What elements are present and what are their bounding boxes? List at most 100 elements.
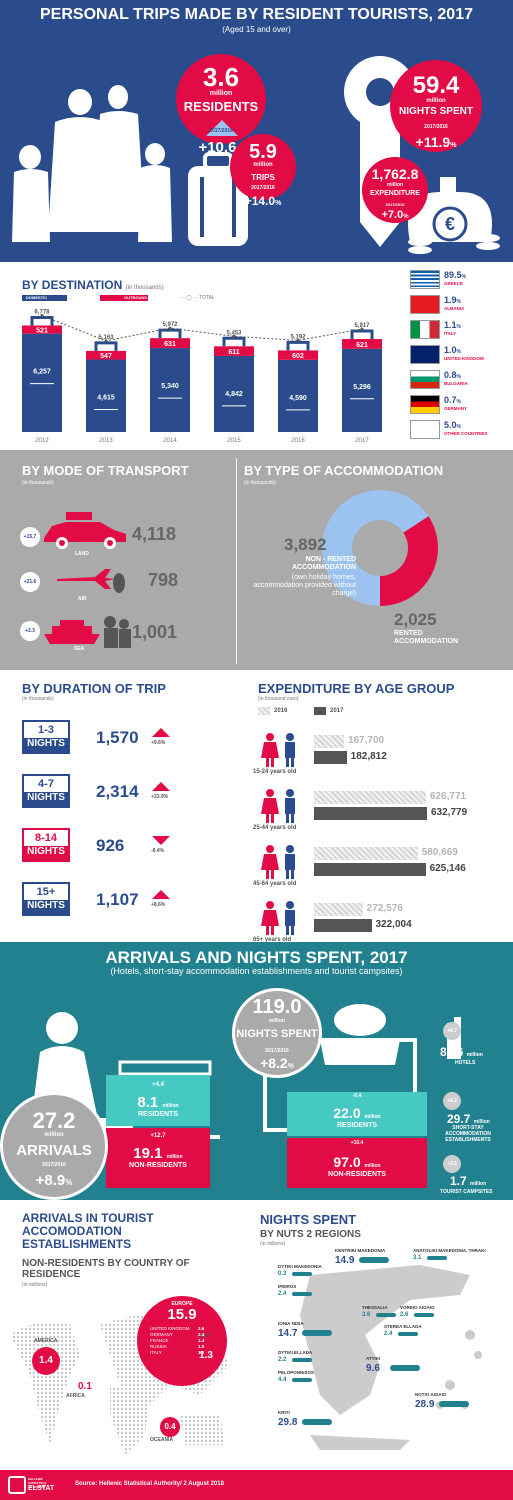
transport-title: BY MODE OF TRANSPORT (22, 463, 189, 478)
arr-nights-unit: million (268, 1018, 286, 1024)
pct-sign: % (456, 299, 461, 305)
total-point (104, 339, 108, 343)
trips-label: TRIPS (251, 173, 275, 182)
flag-italy-icon (410, 320, 440, 339)
domestic-label: 5,296 (353, 384, 371, 391)
europe-circle (137, 1296, 227, 1386)
country-pct: 5.0% (444, 420, 461, 430)
air-change: +21.6 (23, 579, 37, 585)
expenditure-change: +7.0 (381, 209, 404, 221)
land-label: LAND (75, 551, 89, 557)
trips-circle (230, 134, 296, 200)
bar-2017 (314, 863, 426, 876)
domestic-bar (150, 348, 190, 432)
total-point (296, 338, 300, 342)
country-name: ALBANIA (444, 306, 465, 311)
duration-value: 926 (96, 836, 125, 855)
legend-2017: 2017 (330, 708, 344, 714)
residents-label: RESIDENTS (183, 99, 259, 114)
expenditure-value: 1,762.8 (371, 166, 419, 182)
region-name: KENTRIKI MAKEDONIA (335, 1248, 386, 1253)
duration-value: 1,107 (96, 890, 139, 909)
europe-country-value: 1.4 (198, 1338, 205, 1343)
duration-nights: 1-3 (38, 724, 54, 736)
america-circle (32, 1347, 60, 1375)
nights-label: NIGHTS SPENT (399, 106, 473, 117)
duration-nights-label: NIGHTS (24, 792, 68, 806)
n-res-unit: million (364, 1114, 381, 1120)
duration-unit: (in thousands) (22, 696, 54, 702)
pct-sign: % (275, 200, 282, 207)
accommodation-title: BY TYPE OF ACCOMMODATION (244, 463, 444, 478)
flag-bulgaria-icon (410, 370, 440, 389)
outbound-bar (278, 350, 318, 360)
duration-nights-label: NIGHTS (24, 738, 68, 752)
region-value: 4.4 (278, 1377, 287, 1383)
nonresidents-suitcase (106, 1128, 210, 1188)
total-point (360, 327, 364, 331)
trips-unit: million (253, 162, 273, 168)
destination-title: BY DESTINATION (22, 278, 123, 292)
key-icon (398, 1332, 418, 1336)
nights-residents-box (287, 1092, 427, 1136)
region-value: 29.8 (278, 1417, 298, 1428)
pct-sign: % (456, 324, 461, 330)
asia-circle (192, 1342, 220, 1370)
legend-outbound: OUTBOUND (124, 295, 148, 300)
world-title: ARRIVALS IN TOURIST ACCOMODATION ESTABLI… (22, 1211, 154, 1251)
camp-unit: million (470, 1181, 487, 1187)
expenditure-unit: million (386, 182, 404, 188)
n-res-label: RESIDENTS (336, 1122, 378, 1129)
calendar-icon: 4-7 NIGHTS (22, 774, 70, 808)
world-unit: (in millions) (22, 1282, 48, 1288)
key-icon (414, 1313, 434, 1317)
total-label: 5,453 (226, 330, 242, 336)
sea-value: 1,001 (132, 622, 178, 642)
header: PERSONAL TRIPS MADE BY RESIDENT TOURISTS… (0, 0, 513, 42)
europe-country: RUSSIA (150, 1344, 167, 1349)
region-name: ATTIKI (366, 1356, 381, 1361)
legend-total: TOTAL (199, 295, 215, 301)
country-name: BULGARIA (444, 381, 468, 386)
arr-res-change: +4.4 (152, 1082, 164, 1088)
svg-text:€: € (445, 214, 455, 234)
value-2016: 167,700 (347, 735, 385, 746)
airplane-icon (57, 569, 125, 593)
outbound-label: 521 (36, 328, 48, 335)
europe-country: ITALY (150, 1350, 162, 1355)
residents-suitcase (106, 1075, 210, 1126)
region-value: 2.6 (400, 1312, 409, 1318)
couple-icon (261, 789, 295, 823)
arr-nonres-value: 19.1 (133, 1145, 163, 1162)
key-icon (302, 1330, 332, 1336)
land-value: 4,118 (132, 524, 177, 544)
europe-country: FRANCE (150, 1338, 169, 1343)
region-name: ANATOLIKI MAKEDONIA, THRAKI (413, 1248, 486, 1253)
domestic-bar (342, 348, 382, 432)
trend-down-icon (152, 836, 170, 845)
outbound-bar (86, 350, 126, 360)
arrivals-value: 27.2 (32, 1108, 76, 1133)
nights-value: 59.4 (412, 72, 460, 99)
region-value: 2.4 (384, 1331, 393, 1337)
n-nonres-value: 97.0 (333, 1154, 361, 1170)
trend-up-icon (152, 728, 170, 737)
region-name: DYTIKI MAKEDONIA (278, 1264, 322, 1269)
value-2016: 580,669 (421, 847, 458, 858)
total-label: 5,192 (290, 334, 306, 340)
duration-value: 2,314 (96, 782, 139, 801)
arrivals-change: +8.9 (35, 1172, 66, 1189)
footer-logo-top: HELLENIC STATISTICAL AUTHORITY (28, 1477, 47, 1489)
domestic-bar (22, 333, 62, 432)
residents-change: +10.6 (198, 139, 237, 156)
region-value: 14.7 (278, 1328, 298, 1339)
bar-2016 (314, 903, 363, 916)
domestic-bar (278, 359, 318, 432)
destination-section: BY DESTINATION (in thousands) DOMESTIC O… (0, 262, 513, 450)
short-label: SHORT-STAY ACCOMMODATION ESTABLISHMENTS (445, 1125, 491, 1143)
oceania-value: 0.4 (164, 1422, 176, 1431)
year-tick: 2015 (227, 438, 241, 444)
europe-country: UNITED KINGDOM (150, 1326, 190, 1331)
outbound-bar (22, 325, 62, 334)
n-nonres-label: NON-RESIDENTS (328, 1171, 386, 1178)
